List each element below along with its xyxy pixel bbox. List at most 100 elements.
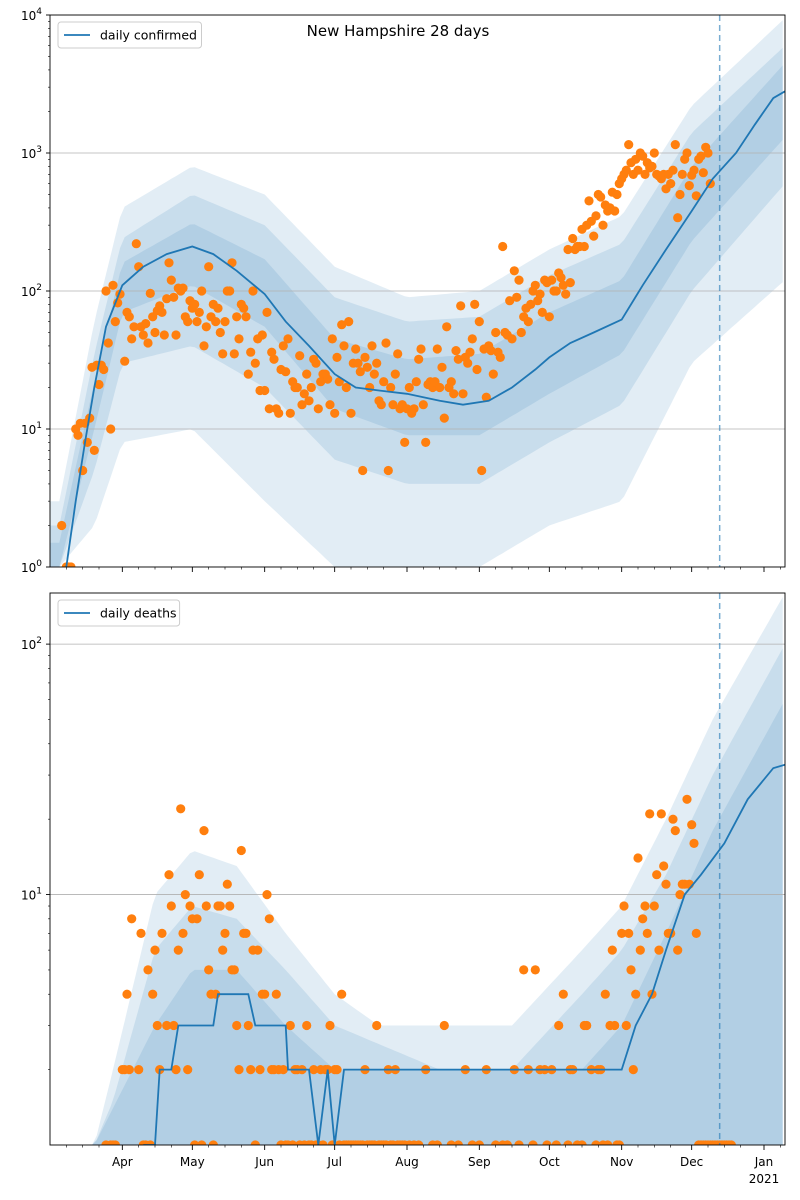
confirmed-data-point <box>243 369 253 379</box>
confirmed-data-point <box>453 354 463 364</box>
deaths-data-point <box>143 965 153 975</box>
deaths-data-point <box>635 945 645 955</box>
confirmed-data-point <box>201 322 211 332</box>
x-tick-label: Oct <box>539 1155 560 1169</box>
deaths-data-point <box>255 1065 265 1075</box>
deaths-data-point <box>558 989 568 999</box>
deaths-data-point <box>337 989 347 999</box>
confirmed-data-point <box>470 299 480 309</box>
confirmed-data-point <box>304 396 314 406</box>
deaths-data-point <box>199 826 209 836</box>
deaths-data-point <box>152 1020 162 1031</box>
confirmed-data-point <box>127 334 137 344</box>
x-tick-label: Sep <box>468 1155 491 1169</box>
confirmed-data-point <box>302 369 312 379</box>
deaths-data-point <box>201 901 211 911</box>
confirmed-data-point <box>220 317 230 327</box>
confirmed-data-point <box>512 292 522 302</box>
confirmed-data-point <box>689 165 699 175</box>
confirmed-data-point <box>295 351 305 361</box>
deaths-model-line <box>143 763 785 1145</box>
confirmed-data-point <box>346 408 356 418</box>
confirmed-data-point <box>379 377 389 387</box>
deaths-data-point <box>659 861 669 871</box>
confirmed-data-point <box>199 341 209 351</box>
confirmed-data-point <box>306 382 316 393</box>
x-tick-label: Jan <box>754 1155 774 1169</box>
confirmed-data-point <box>610 206 620 216</box>
deaths-data-point <box>176 804 186 814</box>
confirmed-data-point <box>365 382 375 393</box>
confirmed-data-point <box>486 346 496 356</box>
confirmed-data-point <box>218 349 228 359</box>
deaths-data-point <box>542 1140 552 1145</box>
deaths-legend: daily deaths <box>57 599 181 627</box>
confirmed-data-point <box>416 344 426 354</box>
confirmed-data-point <box>141 319 151 329</box>
confirmed-data-point <box>274 408 284 418</box>
confirmed-data-point <box>248 286 258 296</box>
confirmed-data-point <box>491 327 501 338</box>
confirmed-data-point <box>225 286 235 296</box>
deaths-data-point <box>628 1065 638 1075</box>
deaths-data-point <box>591 1140 601 1145</box>
deaths-data-point <box>610 1020 620 1031</box>
confirmed-data-point <box>516 327 526 338</box>
confirmed-data-point <box>351 344 361 354</box>
confirmed-data-point <box>477 465 487 476</box>
confirmed-data-point <box>234 334 244 344</box>
deaths-data-point <box>619 901 629 911</box>
confirmed-data-point <box>498 241 508 252</box>
confirmed-data-point <box>57 520 67 531</box>
confirmed-data-point <box>703 148 713 158</box>
confirmed-data-point <box>526 299 536 309</box>
deaths-data-point <box>682 794 692 804</box>
confirmed-data-point <box>558 280 568 290</box>
deaths-data-point <box>600 989 610 999</box>
confirmed-data-point <box>670 140 680 150</box>
confirmed-data-point <box>299 389 309 399</box>
confirmed-data-point <box>421 437 431 447</box>
confirmed-data-point <box>358 465 368 476</box>
confirmed-data-point <box>330 408 340 418</box>
deaths-data-point <box>414 1140 424 1145</box>
deaths-data-point <box>253 945 263 955</box>
confirmed-data-point <box>269 354 279 364</box>
deaths-data-point <box>519 965 529 975</box>
year-label: 2021 <box>749 1172 780 1186</box>
x-tick-label: Dec <box>680 1155 703 1169</box>
confirmed-data-point <box>414 354 424 364</box>
confirmed-data-point <box>313 404 323 414</box>
deaths-data-point <box>626 965 636 975</box>
confirmed-band-2 <box>50 65 783 567</box>
confirmed-data-point <box>339 341 349 351</box>
deaths-data-point <box>222 879 232 889</box>
confirmed-data-point <box>108 280 118 290</box>
confirmed-data-point <box>589 231 599 241</box>
confirmed-legend-box <box>57 21 202 49</box>
confirmed-data-point <box>120 356 130 366</box>
confirmed-data-point <box>649 148 659 158</box>
confirmed-data-point <box>283 334 293 344</box>
deaths-data-point <box>491 1140 501 1145</box>
deaths-data-point <box>271 989 281 999</box>
confirmed-data-point <box>446 377 456 387</box>
confirmed-data-point <box>409 404 419 414</box>
deaths-data-point <box>551 1140 561 1145</box>
confirmed-data-point <box>262 307 272 317</box>
deaths-data-point <box>232 1020 242 1031</box>
confirmed-data-point <box>190 299 200 309</box>
confirmed-data-point <box>362 362 372 372</box>
x-tick-label: Apr <box>112 1155 133 1169</box>
deaths-data-point <box>631 989 641 999</box>
deaths-data-point <box>687 820 697 830</box>
x-tick-label: Nov <box>610 1155 633 1169</box>
deaths-data-point <box>250 1140 260 1145</box>
confirmed-data-point <box>383 465 393 476</box>
x-tick-label: May <box>180 1155 205 1169</box>
confirmed-data-point <box>638 151 648 161</box>
confirmed-data-point <box>316 377 326 387</box>
deaths-data-point <box>621 1020 631 1031</box>
confirmed-data-point <box>388 400 398 410</box>
